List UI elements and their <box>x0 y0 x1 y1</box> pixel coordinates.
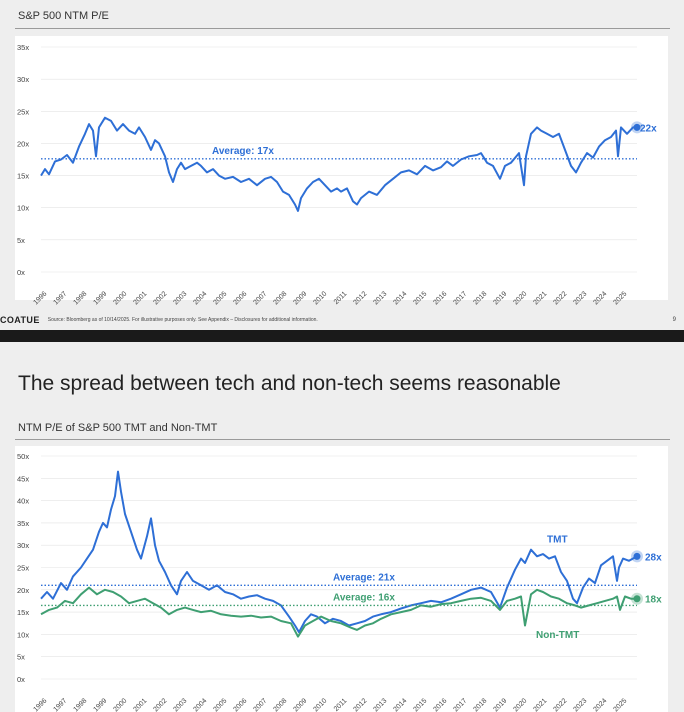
y-tick-label: 50x <box>17 452 29 461</box>
x-tick-label: 2011 <box>333 697 349 712</box>
y-tick-label: 20x <box>17 586 29 595</box>
x-tick-label: 2014 <box>392 697 408 712</box>
y-tick-label: 45x <box>17 474 29 483</box>
x-tick-label: 1998 <box>72 697 88 712</box>
y-tick-label: 10x <box>17 204 29 213</box>
chart-panel: 0x 5x 10x 15x 20x 25x 30x 35x 1996 1997 1998 1999 20… <box>15 36 668 306</box>
x-tick-label: 2012 <box>352 697 368 712</box>
title-rule <box>15 439 670 440</box>
coatue-logo: COATUE <box>0 315 40 325</box>
slide-divider <box>0 330 684 342</box>
y-tick-label: 15x <box>17 608 29 617</box>
x-tick-label: 1996 <box>32 697 48 712</box>
x-tick-label: 2021 <box>532 697 548 712</box>
y-tick-label: 5x <box>17 236 25 245</box>
average-label-non-tmt: Average: 16x <box>333 592 395 603</box>
x-tick-label: 2000 <box>112 697 128 712</box>
y-tick-label: 10x <box>17 630 29 639</box>
x-tick-label: 2018 <box>472 697 488 712</box>
x-tick-label: 2002 <box>152 697 168 712</box>
series-line-pe <box>40 116 637 212</box>
x-tick-label: 2016 <box>432 697 448 712</box>
x-tick-label: 2003 <box>172 697 188 712</box>
y-tick-label: 20x <box>17 139 29 148</box>
average-label: Average: 17x <box>212 146 274 157</box>
x-tick-label: 2025 <box>612 697 628 712</box>
page-number: 9 <box>672 317 676 323</box>
series-line-non-tmt <box>40 586 637 638</box>
x-tick-label: 1999 <box>92 697 108 712</box>
chart-title: S&P 500 NTM P/E <box>18 10 109 22</box>
end-marker <box>633 595 641 603</box>
y-tick-label: 0x <box>17 675 25 684</box>
footer: COATUE Source: Bloomberg as of 10/14/202… <box>0 312 684 328</box>
source-note: Source: Bloomberg as of 10/14/2025. For … <box>47 317 318 323</box>
y-tick-label: 35x <box>17 519 29 528</box>
x-tick-label: 2005 <box>212 697 228 712</box>
x-tick-label: 2013 <box>372 697 388 712</box>
x-tick-label: 1997 <box>52 697 68 712</box>
series-line-tmt <box>40 470 638 634</box>
tmt-pe-chart: 0x 5x 10x 15x 20x 25x 30x 35x 40x 45x 50x 1996 1997 1… <box>17 452 662 712</box>
chart-panel: 0x 5x 10x 15x 20x 25x 30x 35x 40x 45x 50x 1996 1997 1… <box>15 446 668 712</box>
x-tick-label: 2022 <box>552 697 568 712</box>
x-tick-label: 2023 <box>572 697 588 712</box>
end-marker <box>633 552 641 560</box>
series-label-tmt: TMT <box>547 535 568 546</box>
x-tick-label: 2015 <box>412 697 428 712</box>
y-tick-label: 30x <box>17 75 29 84</box>
x-tick-label: 2019 <box>492 697 508 712</box>
y-tick-label: 0x <box>17 268 25 277</box>
x-tick-label: 2008 <box>272 697 288 712</box>
average-label-tmt: Average: 21x <box>333 572 395 583</box>
x-tick-label: 2024 <box>592 697 608 712</box>
y-tick-label: 40x <box>17 497 29 506</box>
slide-headline: The spread between tech and non-tech see… <box>18 372 561 395</box>
y-tick-label: 5x <box>17 653 25 662</box>
end-value-label-tmt: 28x <box>645 552 662 563</box>
end-marker <box>633 123 641 131</box>
end-value-label-non-tmt: 18x <box>645 595 662 606</box>
x-tick-label: 2010 <box>312 697 328 712</box>
title-rule <box>15 28 670 29</box>
chart-title: NTM P/E of S&P 500 TMT and Non-TMT <box>18 422 218 434</box>
end-value-label: 22x <box>640 123 657 134</box>
y-tick-label: 35x <box>17 43 29 52</box>
x-tick-label: 2006 <box>232 697 248 712</box>
y-tick-label: 25x <box>17 564 29 573</box>
x-tick-label: 2007 <box>252 697 268 712</box>
y-tick-label: 15x <box>17 172 29 181</box>
x-tick-label: 2001 <box>132 697 148 712</box>
x-tick-label: 2020 <box>512 697 528 712</box>
x-tick-label: 2017 <box>452 697 468 712</box>
x-tick-label: 2004 <box>192 697 208 712</box>
x-tick-label: 2009 <box>292 697 308 712</box>
y-tick-label: 30x <box>17 541 29 550</box>
series-label-non-tmt: Non-TMT <box>536 630 579 641</box>
y-tick-label: 25x <box>17 107 29 116</box>
